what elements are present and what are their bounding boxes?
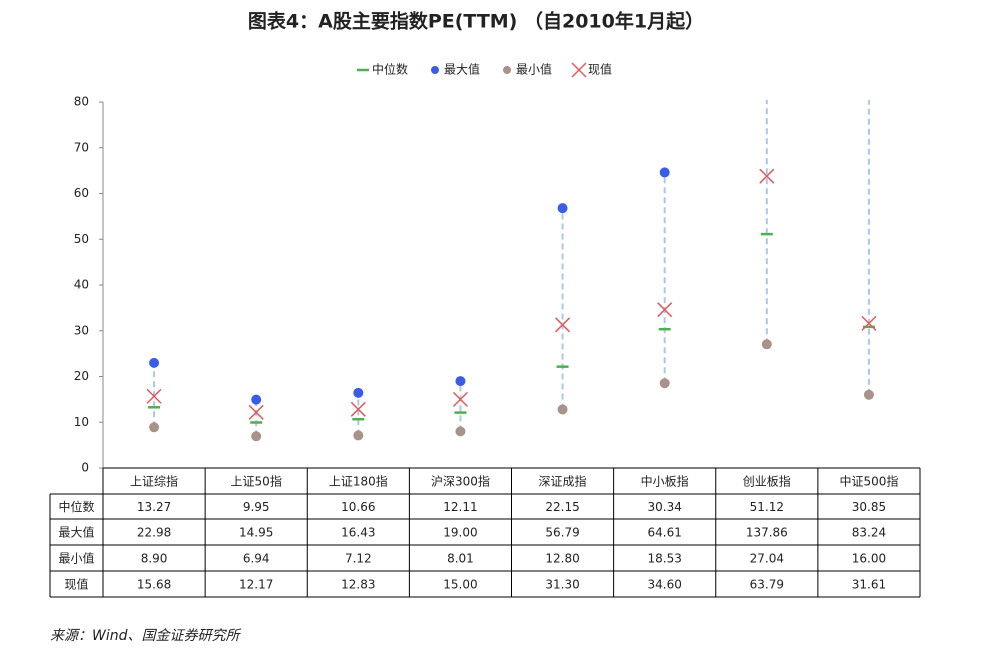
point	[861, 315, 877, 331]
legend-marker	[431, 66, 439, 74]
point	[557, 404, 568, 415]
table-cell: 14.95	[239, 526, 273, 540]
table-cell: 19.00	[443, 526, 477, 540]
table-cell: 15.68	[137, 578, 171, 592]
table-cell: 18.53	[648, 552, 682, 566]
row-label: 最大值	[58, 525, 94, 540]
point	[146, 388, 162, 404]
point	[864, 82, 874, 92]
point	[659, 378, 670, 389]
table-cell: 13.27	[137, 500, 171, 514]
row-label: 现值	[64, 577, 88, 592]
x-tick-label: 上证180指	[329, 474, 388, 489]
point	[657, 302, 673, 318]
row-label: 中位数	[58, 499, 94, 514]
point	[149, 422, 160, 433]
table-cell: 34.60	[648, 578, 682, 592]
y-tick-label: 50	[74, 232, 89, 246]
point	[251, 394, 262, 405]
point	[455, 426, 466, 437]
table-cell: 9.95	[243, 500, 270, 514]
point	[659, 167, 670, 178]
table-cell: 83.24	[852, 526, 886, 540]
table-cell: 8.90	[141, 552, 168, 566]
table-cell: 30.34	[648, 500, 682, 514]
table-cell: 10.66	[341, 500, 375, 514]
x-tick-label: 中小板指	[641, 474, 689, 489]
legend-label: 中位数	[372, 62, 408, 77]
x-tick-label: 沪深300指	[431, 474, 490, 489]
legend-label: 最小值	[516, 62, 552, 77]
table-cell: 22.98	[137, 526, 171, 540]
table-cell: 16.43	[341, 526, 375, 540]
y-tick-label: 60	[74, 186, 89, 200]
point	[149, 357, 160, 368]
point	[350, 401, 366, 417]
table-cell: 31.30	[545, 578, 579, 592]
legend-marker	[503, 66, 511, 74]
y-tick-label: 80	[74, 95, 89, 109]
point	[353, 430, 364, 441]
y-tick-label: 30	[74, 323, 89, 337]
x-tick-label: 深证成指	[539, 474, 587, 489]
point	[455, 376, 466, 387]
table-cell: 12.83	[341, 578, 375, 592]
source: 来源：Wind、国金证券研究所	[50, 628, 241, 644]
table-cell: 31.61	[852, 578, 886, 592]
table-cell: 6.94	[243, 552, 270, 566]
point	[761, 339, 772, 350]
y-tick-label: 70	[74, 140, 89, 154]
point	[251, 431, 262, 442]
table-cell: 22.15	[545, 500, 579, 514]
row-label: 最小值	[58, 551, 94, 566]
table-cell: 12.11	[443, 500, 477, 514]
table-cell: 16.00	[852, 552, 886, 566]
x-tick-label: 创业板指	[743, 474, 791, 489]
table-cell: 7.12	[345, 552, 372, 566]
point	[353, 387, 364, 398]
y-tick-label: 10	[74, 415, 89, 429]
plot-area	[146, 82, 877, 442]
table-cell: 12.80	[545, 552, 579, 566]
chart-title: 图表4：A股主要指数PE(TTM) （自2010年1月起）	[248, 10, 704, 33]
point	[555, 317, 571, 333]
table-cell: 27.04	[750, 552, 784, 566]
point	[759, 168, 775, 184]
table-cell: 8.01	[447, 552, 474, 566]
table-cell: 51.12	[750, 500, 784, 514]
y-tick-label: 20	[74, 369, 89, 383]
table-cell: 56.79	[545, 526, 579, 540]
table-cell: 64.61	[648, 526, 682, 540]
table-cell: 137.86	[746, 526, 788, 540]
table-cell: 30.85	[852, 500, 886, 514]
point	[863, 389, 874, 400]
table-cell: 15.00	[443, 578, 477, 592]
y-tick-label: 0	[81, 461, 89, 475]
legend-label: 现值	[588, 62, 612, 77]
table-cell: 63.79	[750, 578, 784, 592]
point	[248, 404, 264, 420]
point	[452, 391, 468, 407]
legend-marker	[571, 62, 587, 78]
y-tick-label: 40	[74, 278, 89, 292]
point	[557, 203, 568, 214]
table-cell: 12.17	[239, 578, 273, 592]
x-tick-label: 中证500指	[839, 474, 898, 489]
x-tick-label: 上证50指	[231, 474, 282, 489]
legend-label: 最大值	[444, 62, 480, 77]
x-tick-label: 上证综指	[130, 474, 178, 489]
